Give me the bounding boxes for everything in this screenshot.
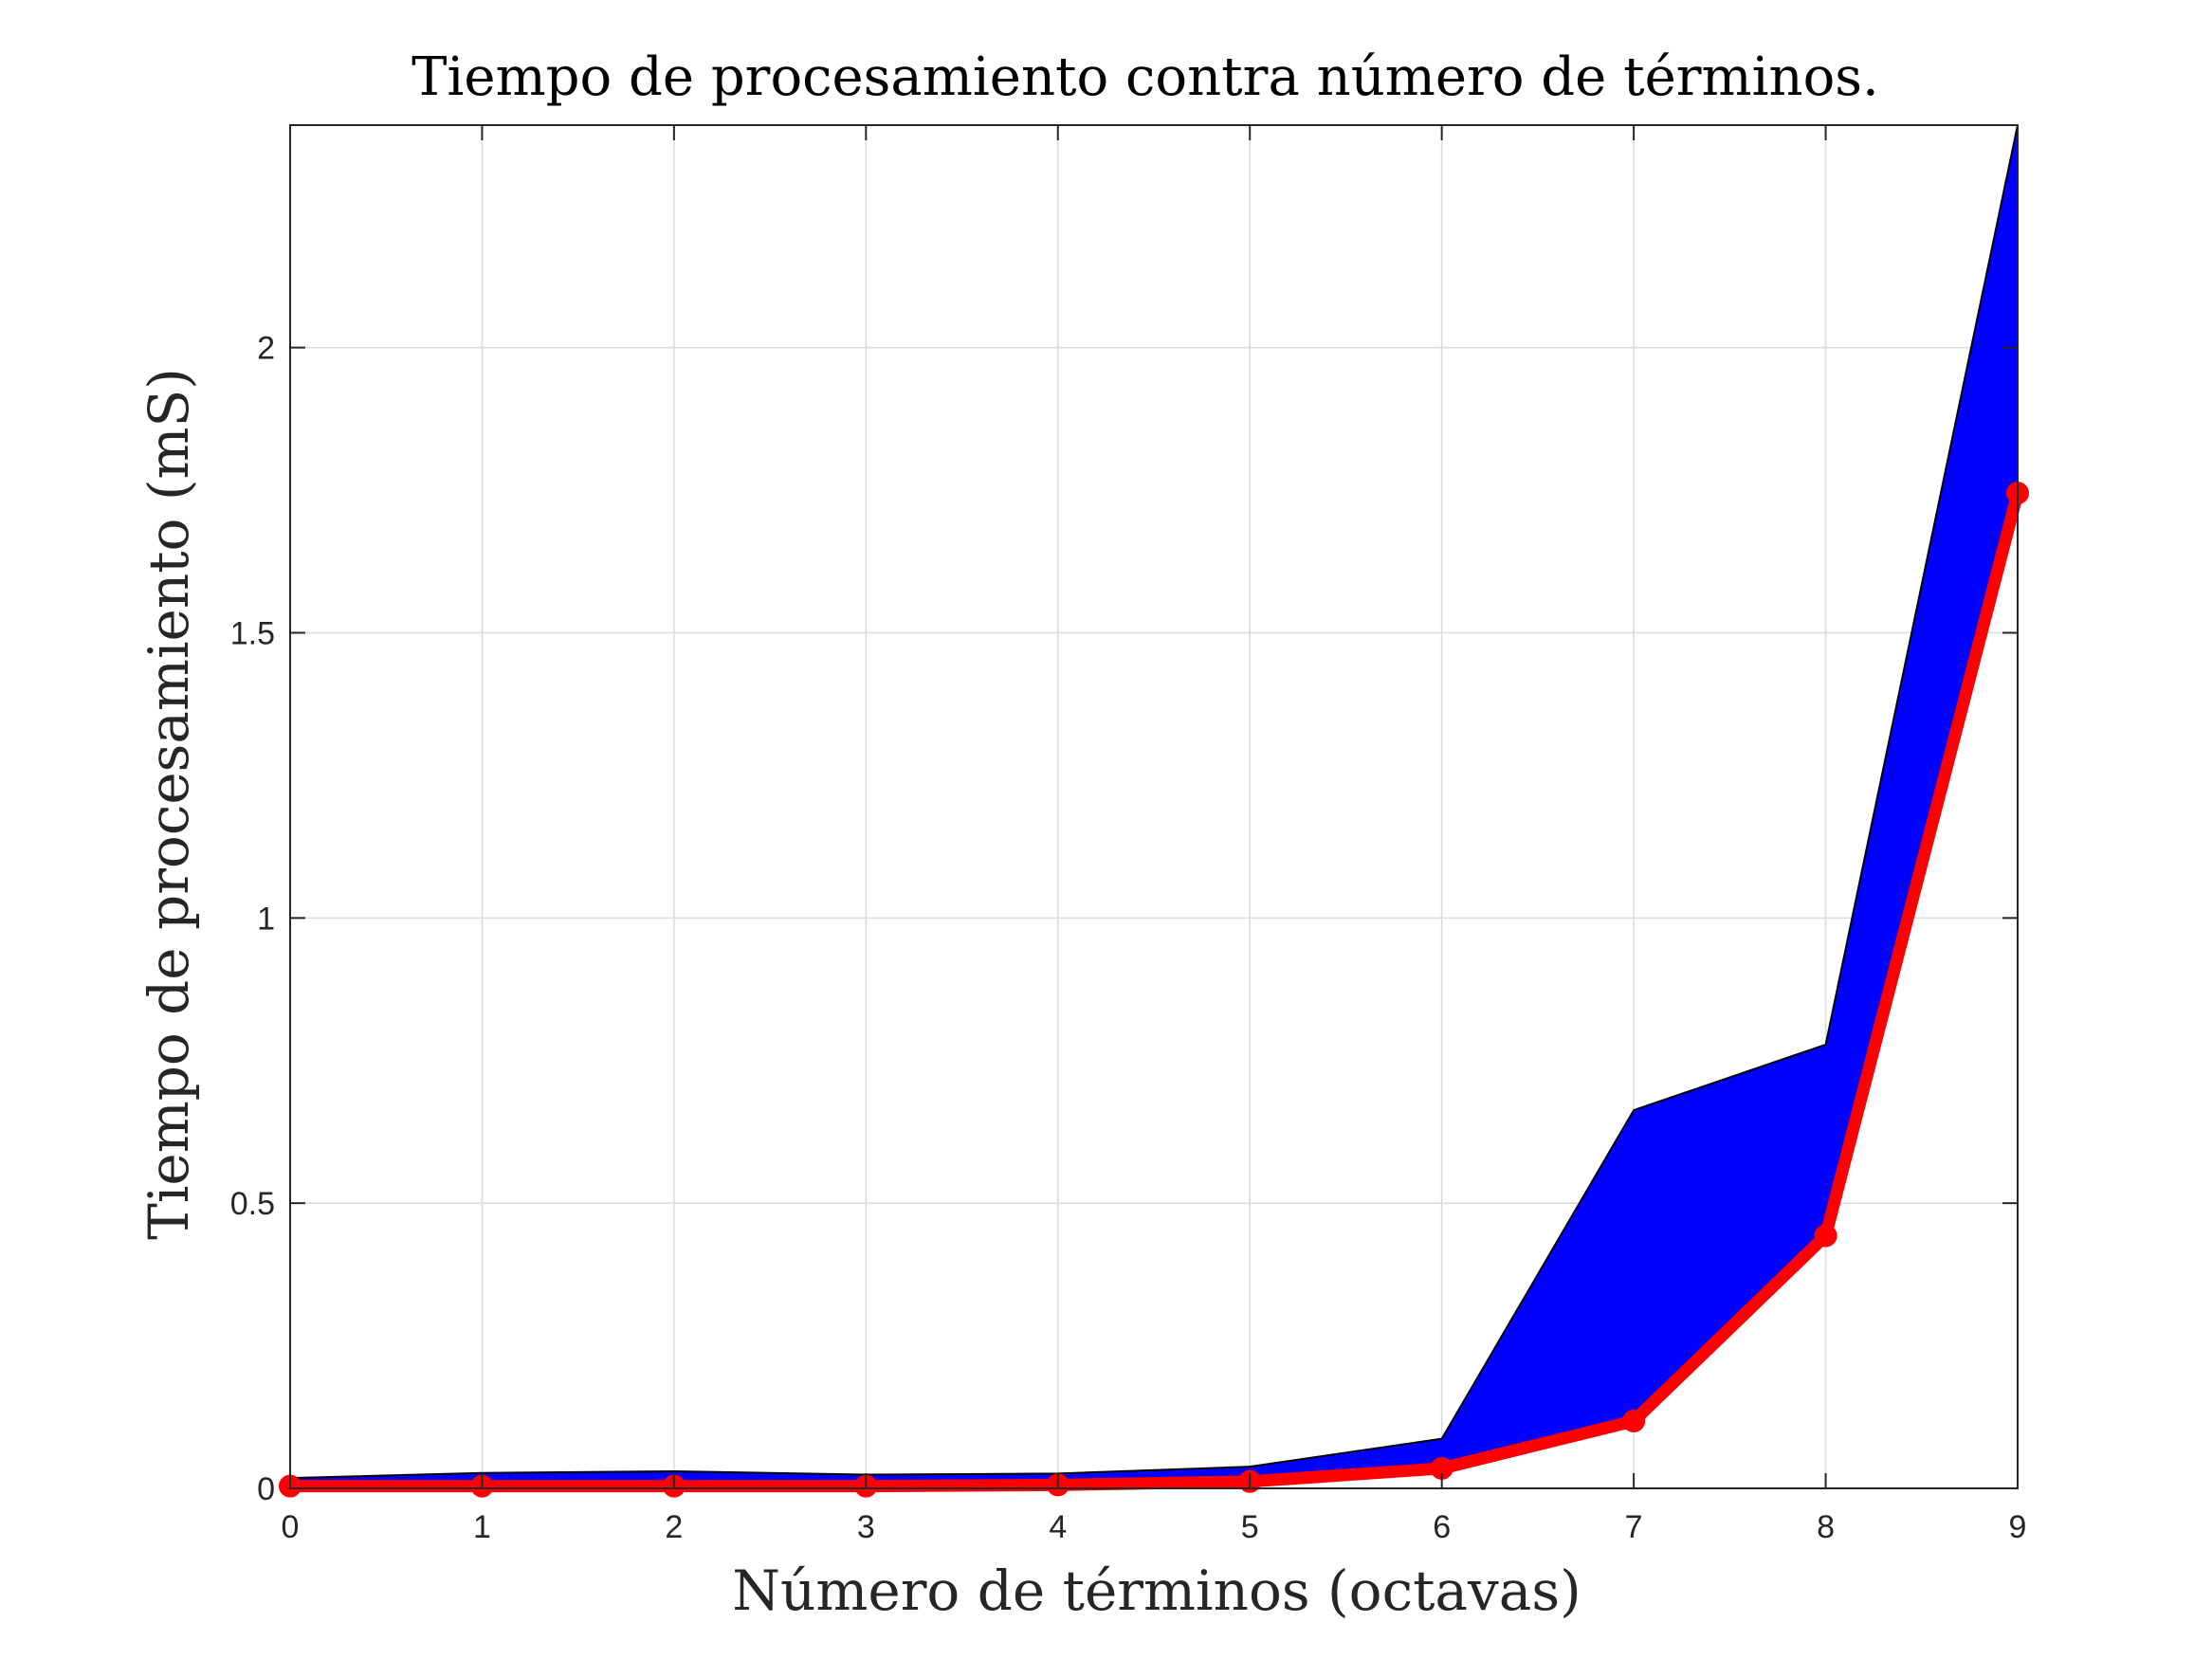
mean-line: [279, 482, 2029, 1498]
range-band: [289, 124, 2019, 1487]
y-tick-labels: 0 0.5 1 1.5 2: [230, 331, 275, 1507]
x-tick-label: 4: [1049, 1509, 1067, 1545]
grid-lines: [290, 125, 2018, 1488]
x-tick-labels: 0 1 2 3 4 5 6 7 8 9: [282, 1509, 2027, 1545]
x-tick-label: 8: [1817, 1509, 1835, 1545]
y-tick-label: 2: [257, 331, 275, 367]
x-axis-label: Número de términos (octavas): [732, 1559, 1581, 1623]
mean-line-point: [1814, 1224, 1837, 1248]
plot-frame: [289, 124, 2019, 1489]
x-tick-label: 1: [473, 1509, 491, 1545]
range-band-area: [289, 124, 2019, 1487]
x-tick-label: 3: [857, 1509, 875, 1545]
x-tick-label: 2: [665, 1509, 683, 1545]
chart-title: Tiempo de procesamiento contra número de…: [411, 46, 1879, 108]
y-axis-label: Tiempo de procesamiento (mS): [137, 368, 201, 1240]
axes: [289, 124, 2019, 1489]
y-tick-label: 0.5: [230, 1186, 275, 1222]
y-tick-label: 0: [257, 1471, 275, 1507]
mean-line-point: [1622, 1410, 1646, 1433]
x-tick-label: 0: [282, 1509, 300, 1545]
x-tick-label: 5: [1241, 1509, 1259, 1545]
y-tick-label: 1: [257, 901, 275, 937]
x-tick-label: 7: [1625, 1509, 1643, 1545]
y-tick-label: 1.5: [230, 615, 275, 651]
x-tick-label: 9: [2009, 1509, 2027, 1545]
mean-line-path: [283, 486, 2024, 1493]
x-tick-label: 6: [1433, 1509, 1451, 1545]
